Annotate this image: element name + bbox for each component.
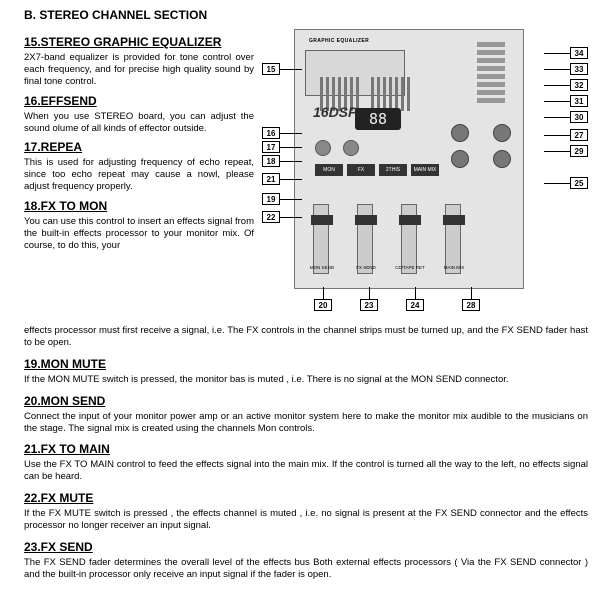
mixer-diagram: GRAPHIC EQUALIZER 16DSP 88 MON FX 2THIS … (294, 29, 524, 289)
t17: This is used for adjusting frequency of … (24, 157, 254, 193)
callout-33: 33 (570, 63, 588, 75)
callout-27: 27 (570, 129, 588, 141)
section-title: B. STEREO CHANNEL SECTION (24, 8, 588, 23)
t22: If the FX MUTE switch is pressed , the e… (24, 508, 588, 532)
btn-3: 2THIS (379, 164, 407, 176)
fader-3: CD/TAPE RET (401, 204, 417, 274)
h16: 16.EFFSEND (24, 94, 254, 109)
callout-19: 19 (262, 193, 280, 205)
h20: 20.MON SEND (24, 394, 588, 409)
h18: 18.FX TO MON (24, 199, 254, 214)
t18-rest: effects processor must first receive a s… (24, 325, 588, 349)
h21: 21.FX TO MAIN (24, 442, 588, 457)
t16: When you use STEREO board, you can adjus… (24, 111, 254, 135)
h23: 23.FX SEND (24, 540, 588, 555)
h22: 22.FX MUTE (24, 491, 588, 506)
callout-15: 15 (262, 63, 280, 75)
diagram-wrap: GRAPHIC EQUALIZER 16DSP 88 MON FX 2THIS … (262, 29, 588, 319)
callout-32: 32 (570, 79, 588, 91)
callout-18: 18 (262, 155, 280, 167)
btn-mon: MON (315, 164, 343, 176)
callout-30: 30 (570, 111, 588, 123)
h15: 15.STEREO GRAPHIC EQUALIZER (24, 35, 254, 50)
callout-25: 25 (570, 177, 588, 189)
callout-23: 23 (360, 299, 378, 311)
top-row: 15.STEREO GRAPHIC EQUALIZER 2X7-band equ… (24, 29, 588, 319)
dsp-display: 88 (355, 108, 401, 130)
callout-17: 17 (262, 141, 280, 153)
right-knobs (451, 124, 511, 168)
callout-16: 16 (262, 127, 280, 139)
btn-fx: FX (347, 164, 375, 176)
callout-21: 21 (262, 173, 280, 185)
callout-24: 24 (406, 299, 424, 311)
fader-2: FX SEND (357, 204, 373, 274)
t18-partial: You can use this control to insert an ef… (24, 216, 254, 252)
fader-row: MON SEND FX SEND CD/TAPE RET MAIN MIX (313, 204, 461, 274)
callout-34: 34 (570, 47, 588, 59)
full-width-sections: effects processor must first receive a s… (24, 325, 588, 581)
left-column: 15.STEREO GRAPHIC EQUALIZER 2X7-band equ… (24, 29, 254, 319)
fader-4: MAIN MIX (445, 204, 461, 274)
knob-2 (343, 140, 359, 156)
callout-22: 22 (262, 211, 280, 223)
eq-label: GRAPHIC EQUALIZER (309, 38, 369, 44)
t15: 2X7-band equalizer is provided for tone … (24, 52, 254, 88)
callout-28: 28 (462, 299, 480, 311)
t19: If the MON MUTE switch is pressed, the m… (24, 374, 588, 386)
callout-29: 29 (570, 145, 588, 157)
button-row: MON FX 2THIS MAIN MIX (315, 164, 439, 176)
t20: Connect the input of your monitor power … (24, 411, 588, 435)
btn-main: MAIN MIX (411, 164, 439, 176)
h17: 17.REPEA (24, 140, 254, 155)
knob-1 (315, 140, 331, 156)
eq-box (305, 50, 405, 96)
fader-1: MON SEND (313, 204, 329, 274)
dsp-label: 16DSP (313, 104, 357, 122)
led-column (477, 42, 505, 103)
callout-31: 31 (570, 95, 588, 107)
t23: The FX SEND fader determines the overall… (24, 557, 588, 581)
h19: 19.MON MUTE (24, 357, 588, 372)
callout-20: 20 (314, 299, 332, 311)
t21: Use the FX TO MAIN control to feed the e… (24, 459, 588, 483)
